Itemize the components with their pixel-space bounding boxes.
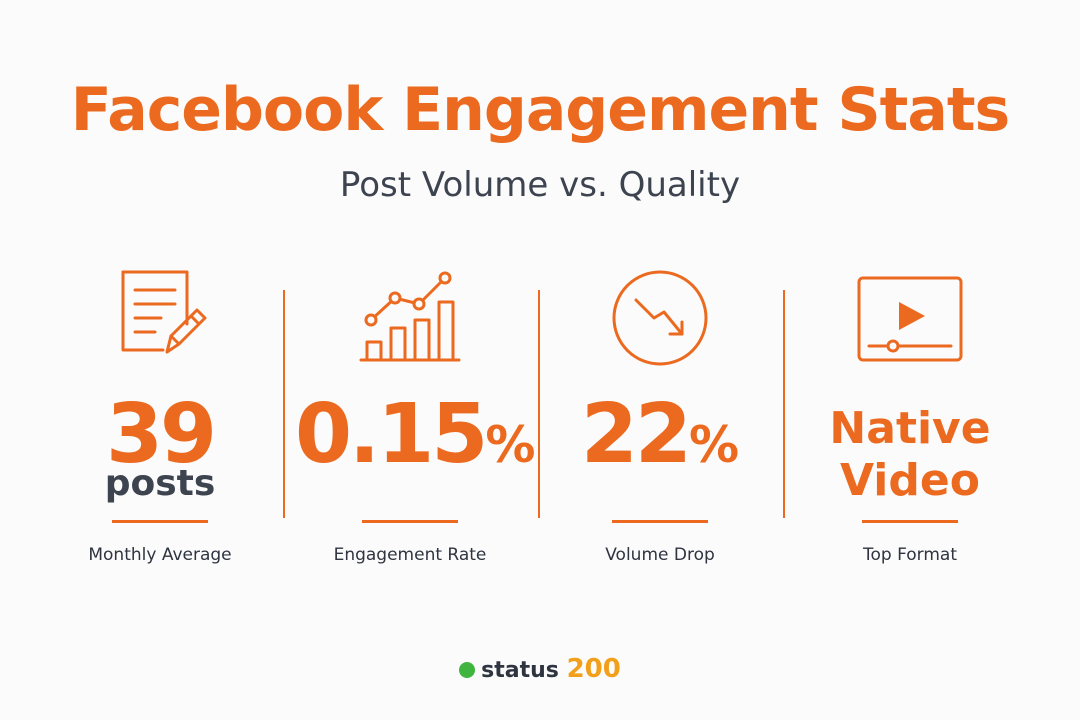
engagement-rate-unit: % <box>485 416 536 474</box>
volume-drop-unit: % <box>689 416 740 474</box>
trend-down-icon <box>612 270 708 366</box>
stat-engagement-rate: 0.15% Engagement Rate <box>295 266 535 576</box>
page-title: Facebook Engagement Stats <box>70 75 1010 145</box>
top-format-value-line2: Video <box>840 455 980 506</box>
accent-line <box>612 520 708 523</box>
column-divider <box>783 290 785 518</box>
top-format-value-line1: Native <box>829 403 991 454</box>
brand-number: 200 <box>566 654 621 684</box>
volume-drop-value: 22 <box>580 387 692 482</box>
accent-line <box>362 520 458 523</box>
page-subtitle: Post Volume vs. Quality <box>339 165 741 205</box>
green-status-dot-icon <box>459 662 476 678</box>
accent-line <box>112 520 208 523</box>
monthly-average-label: Monthly Average <box>88 545 232 565</box>
stat-volume-drop: 22% Volume Drop <box>545 266 775 576</box>
column-divider <box>283 290 285 518</box>
engagement-rate-value: 0.15 <box>295 387 488 482</box>
document-edit-icon <box>121 270 207 354</box>
engagement-rate-label: Engagement Rate <box>333 545 487 565</box>
growth-chart-icon <box>359 271 461 362</box>
volume-drop-label: Volume Drop <box>605 545 715 565</box>
column-divider <box>538 290 540 518</box>
monthly-average-value: 39 <box>105 387 217 482</box>
footer-brand: status 200 <box>0 654 1080 686</box>
stat-top-format: Native Video Top Format <box>795 266 1025 576</box>
monthly-average-unit: posts <box>104 463 216 504</box>
accent-line <box>862 520 958 523</box>
stat-monthly-average: 39 posts Monthly Average <box>45 266 275 576</box>
volume-drop-display: 22% <box>545 390 775 490</box>
video-player-icon <box>857 276 963 362</box>
brand-word: status <box>481 658 559 683</box>
top-format-label: Top Format <box>863 545 957 565</box>
engagement-rate-display: 0.15% <box>295 387 535 490</box>
